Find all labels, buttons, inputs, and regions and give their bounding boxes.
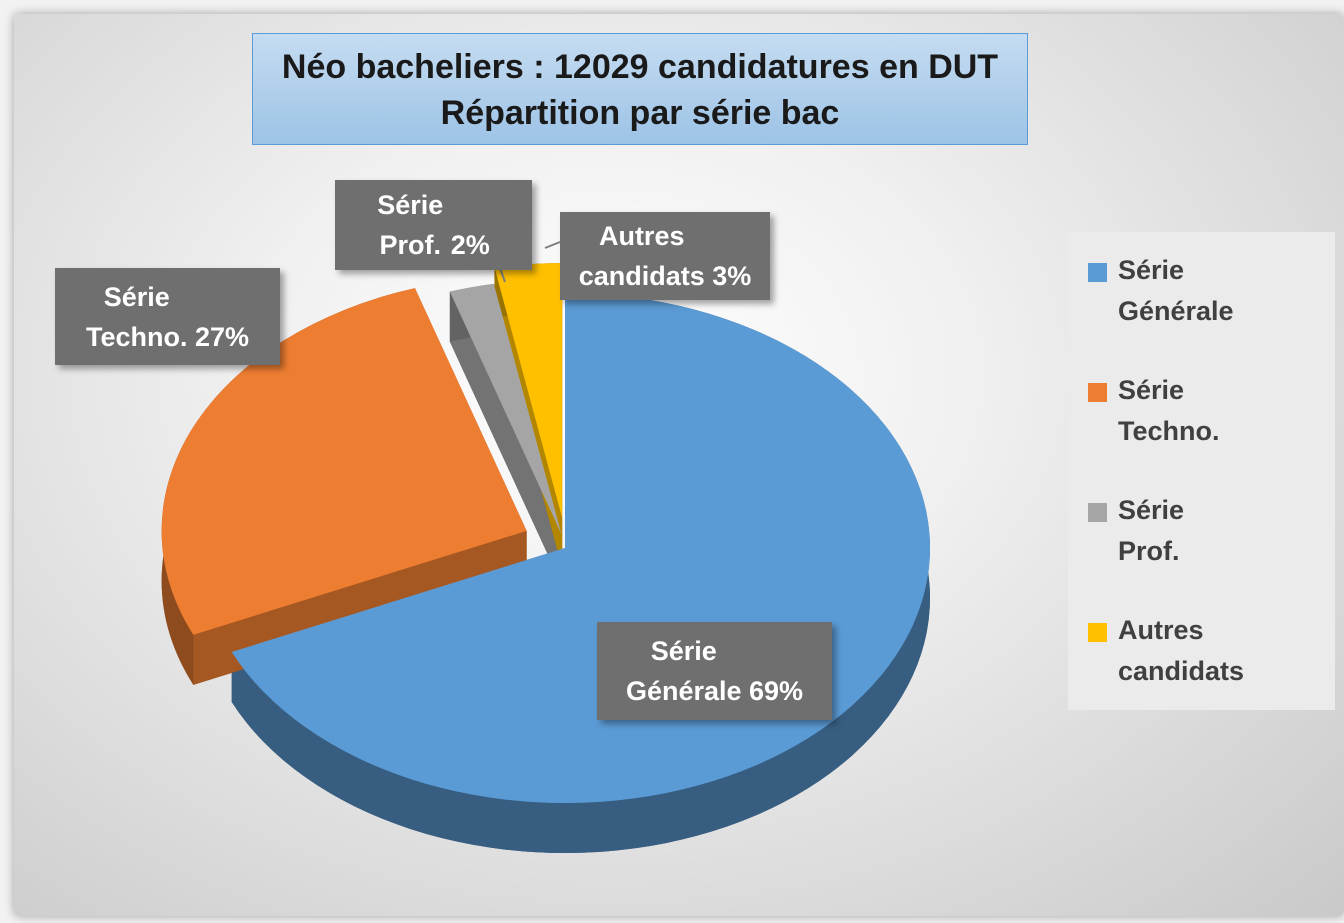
slice: [494, 263, 563, 519]
legend-label: Autres candidats: [1118, 615, 1245, 686]
legend-item: Série Prof.: [1088, 490, 1185, 572]
data-label-category: Série Générale: [625, 636, 742, 706]
chart-subtitle: Répartition par série bac: [440, 94, 840, 132]
slice: [161, 288, 527, 635]
legend-item: Série Générale: [1088, 250, 1234, 332]
legend-label: Série Techno.: [1118, 375, 1220, 446]
legend-swatch: [1088, 623, 1107, 642]
legend-label: Série Générale: [1118, 255, 1234, 326]
data-label: Série Techno. 27%: [55, 268, 280, 365]
slice-wall: [449, 291, 562, 585]
legend: Série Générale Série Techno. Série Prof. Au…: [1068, 232, 1335, 710]
title-box: Néo bacheliers : 12029 candidatures en D…: [252, 33, 1028, 145]
data-label-value: 2%: [450, 230, 490, 260]
data-label: Série Générale 69%: [597, 622, 832, 720]
legend-swatch: [1088, 383, 1107, 402]
slice: [449, 283, 562, 535]
data-label-value: 3%: [712, 261, 752, 291]
data-label-category: Série Techno.: [85, 281, 188, 352]
legend-item: Autres candidats: [1088, 610, 1245, 692]
data-label-value: 27%: [194, 321, 250, 352]
chart-title: Néo bacheliers : 12029 candidatures en D…: [281, 48, 999, 86]
data-label-category: Série Prof.: [377, 190, 444, 260]
data-label-category: Autres candidats: [578, 221, 705, 291]
data-label: Série Prof. 2%: [335, 180, 532, 270]
legend-swatch: [1088, 263, 1107, 282]
legend-label: Série Prof.: [1118, 495, 1185, 566]
leader-line: [544, 241, 561, 249]
legend-item: Série Techno.: [1088, 370, 1220, 452]
data-label: Autres candidats 3%: [560, 212, 770, 300]
legend-swatch: [1088, 503, 1107, 522]
leader-line: [499, 267, 506, 283]
data-label-value: 69%: [749, 676, 804, 706]
